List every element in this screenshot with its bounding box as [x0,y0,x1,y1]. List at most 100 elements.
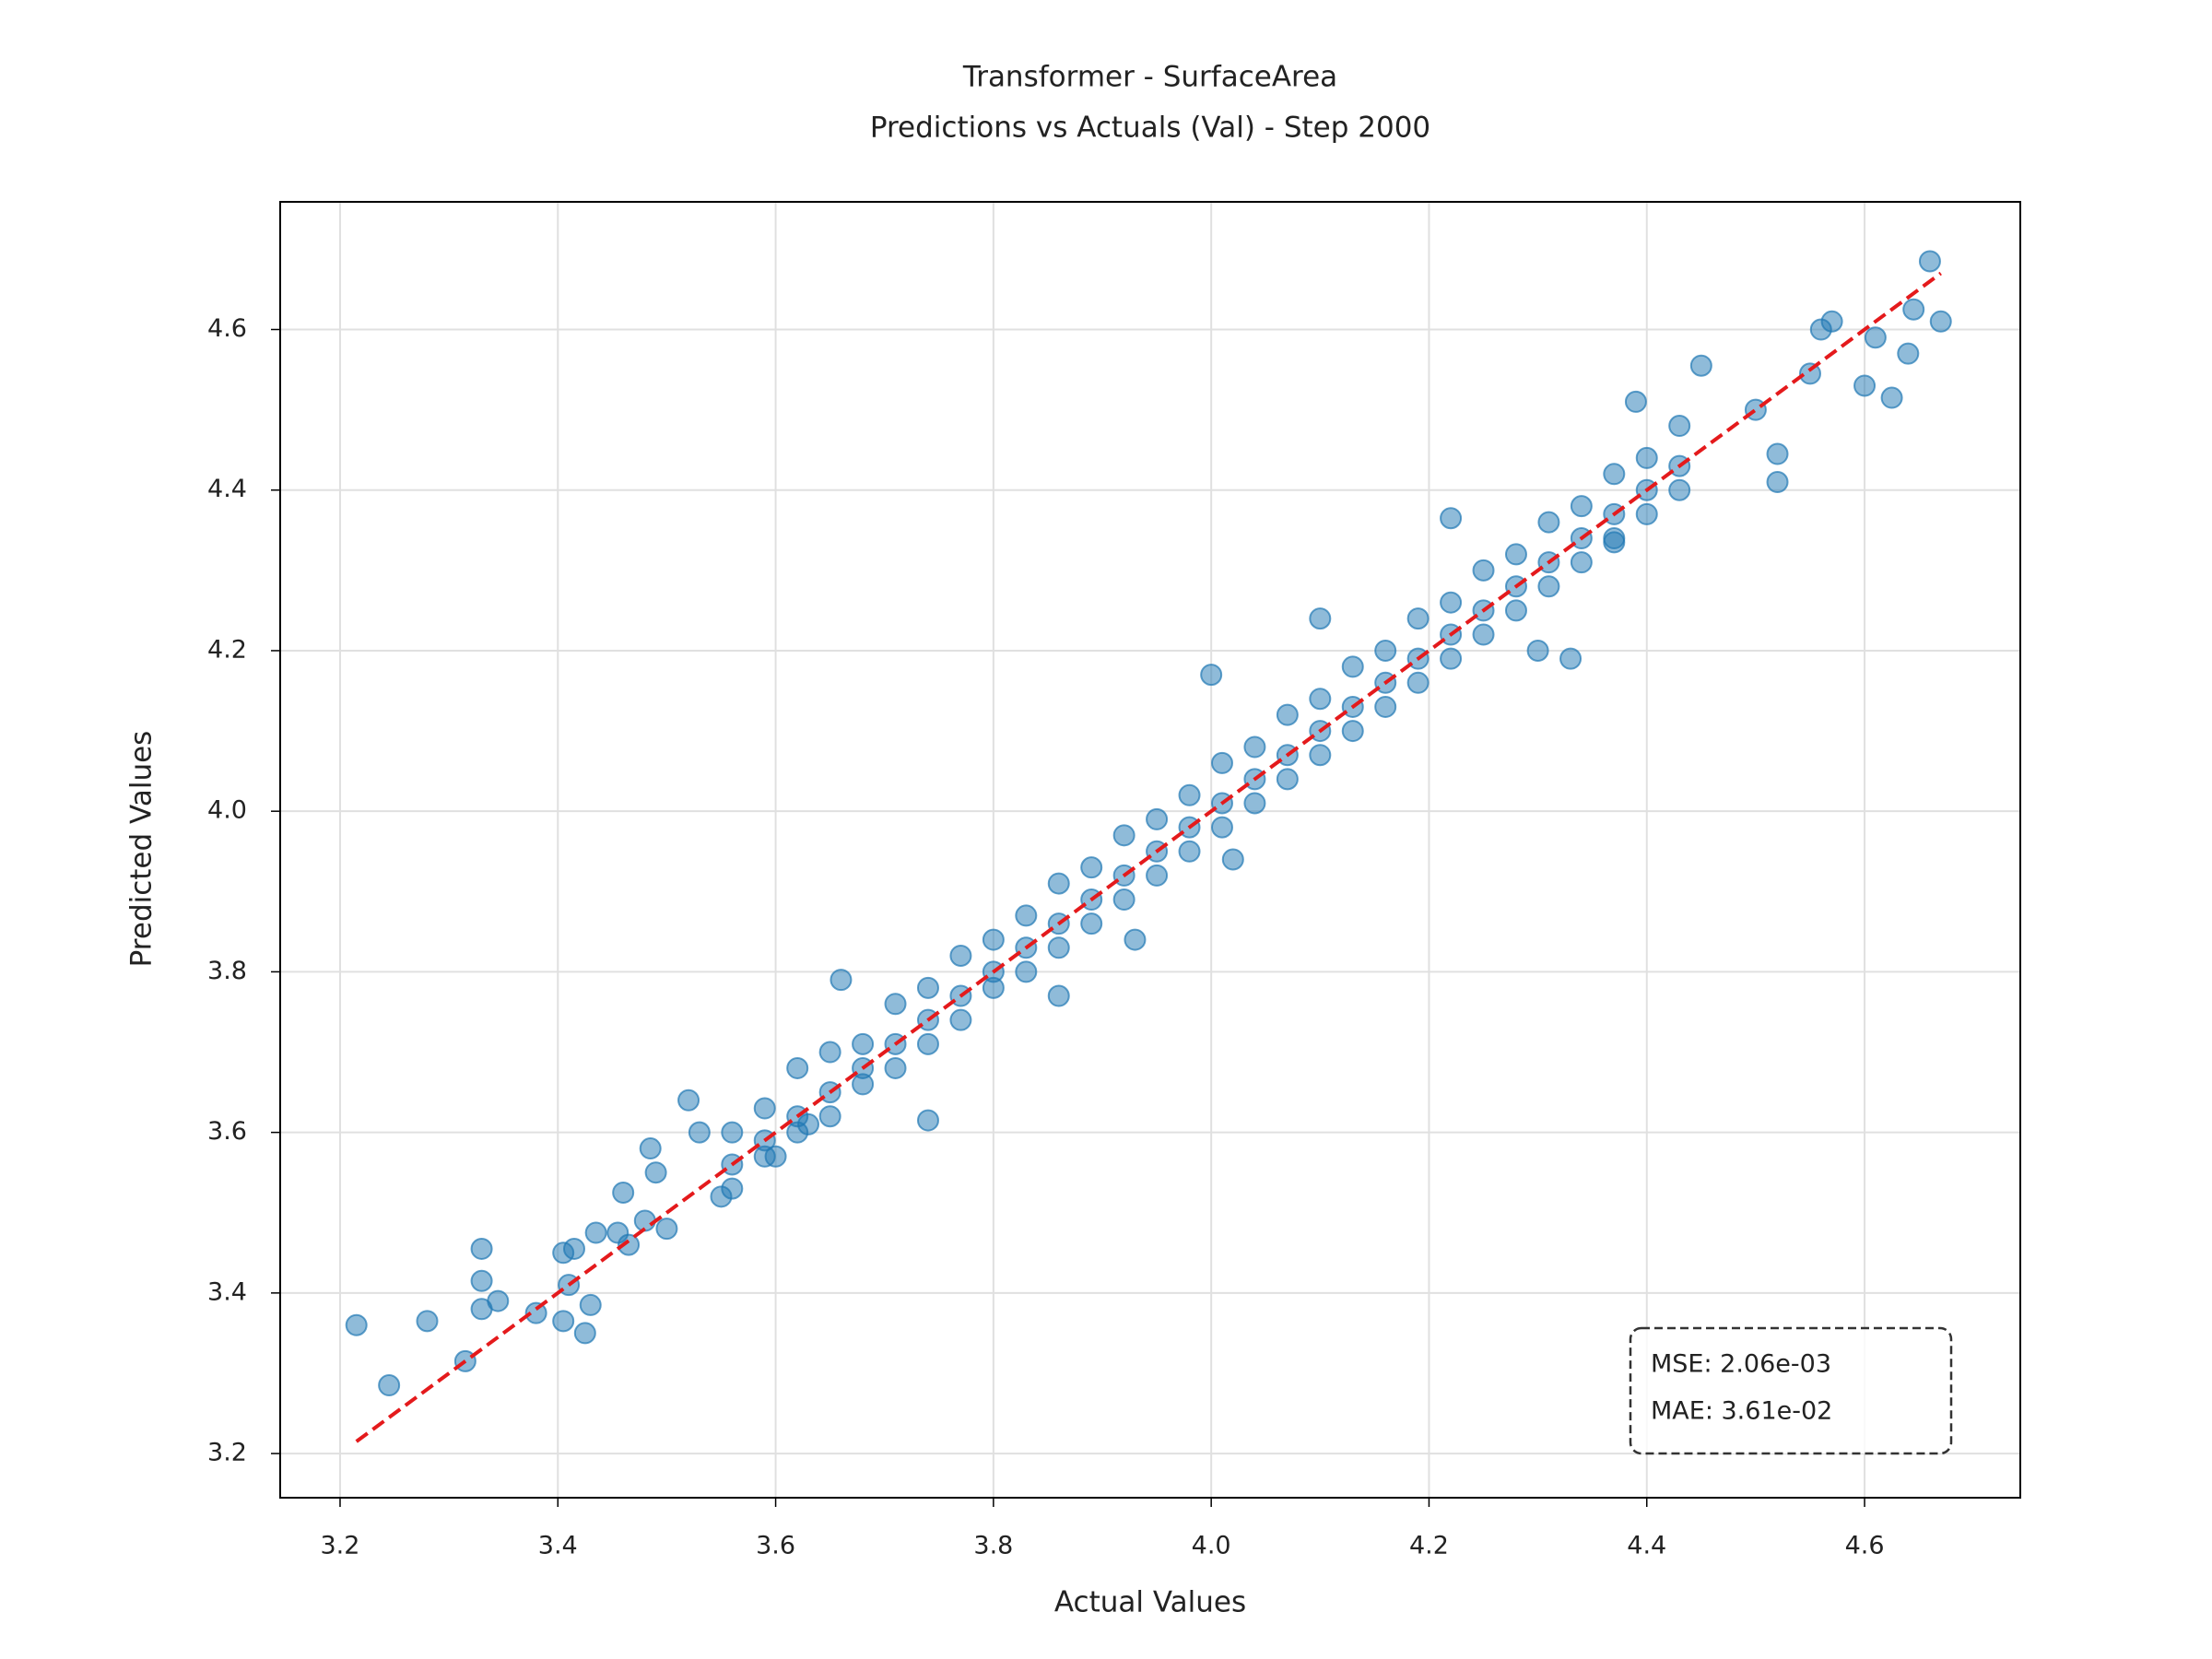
scatter-point [852,1032,875,1055]
scatter-point [884,1056,907,1079]
metrics-box [1629,1326,1953,1455]
scatter-point [818,1041,841,1064]
scatter-point [1853,374,1877,397]
scatter-point [1864,326,1887,349]
scatter-point [1624,390,1647,413]
chart-subtitle: Predictions vs Actuals (Val) - Step 2000 [870,112,1430,145]
scatter-point [1276,703,1299,726]
scatter-point [916,1109,939,1132]
scatter-point [1015,960,1038,983]
scatter-point [1766,442,1789,465]
scatter-point [721,1121,744,1144]
y-tick-label: 3.8 [207,957,247,985]
scatter-point [830,969,853,992]
scatter-point [655,1218,678,1241]
x-axis-label: Actual Values [1054,1586,1246,1619]
scatter-point [1570,495,1593,518]
y-axis-label: Predicted Values [125,731,159,968]
scatter-point [1146,864,1169,887]
scatter-point [1537,511,1560,534]
scatter-point [1603,527,1626,550]
scatter-point [753,1145,776,1168]
scatter-point [1504,599,1527,622]
y-tick-label: 3.6 [207,1117,247,1146]
scatter-point [345,1313,368,1336]
scatter-point [753,1097,776,1120]
x-tick-label: 4.6 [1845,1532,1885,1560]
scatter-point [584,1221,607,1244]
scatter-point [552,1310,575,1333]
scatter-point [1309,744,1332,767]
scatter-point [1243,735,1266,759]
metric-text: MAE: 3.61e-02 [1651,1397,1832,1426]
scatter-point [1798,362,1821,385]
scatter-point [612,1181,635,1204]
scatter-point [852,1073,875,1096]
scatter-point [1406,607,1430,630]
x-tick-label: 4.4 [1627,1532,1666,1560]
scatter-point [949,1008,972,1031]
scatter-point [1243,792,1266,815]
scatter-point [487,1289,510,1312]
y-tick-label: 4.4 [207,475,247,503]
scatter-point [1047,984,1070,1007]
scatter-point [1668,415,1691,438]
scatter-point [1472,623,1495,646]
scatter-point [1440,647,1463,670]
scatter-point [916,976,939,999]
scatter-point [1124,928,1147,951]
scatter-point [1668,478,1691,501]
scatter-point [1918,250,1941,273]
scatter-point [416,1310,439,1333]
scatter-point [721,1177,744,1200]
scatter-point [1080,856,1103,879]
reference-line [355,271,1942,1443]
scatter-point [470,1237,493,1260]
scatter-point [1635,446,1658,469]
scatter-point [470,1269,493,1292]
scatter-point [618,1233,641,1256]
scatter-point [1537,575,1560,598]
y-tick-label: 3.2 [207,1439,247,1467]
scatter-point [677,1088,700,1112]
axes-frame [279,201,2021,1499]
x-tick-label: 3.4 [538,1532,578,1560]
scatter-point [1374,695,1397,718]
scatter-point [1635,502,1658,525]
scatter-point [1112,824,1135,847]
scatter-point [524,1301,547,1324]
scatter-point [378,1374,401,1397]
scatter-point [982,976,1005,999]
scatter-point [1178,840,1201,863]
y-tick-label: 4.6 [207,314,247,343]
y-tick-label: 4.0 [207,796,247,825]
scatter-point [1341,720,1364,743]
scatter-point [644,1161,667,1184]
scatter-point [1570,551,1593,574]
metric-text: MSE: 2.06e-03 [1651,1350,1831,1379]
scatter-point [1047,872,1070,895]
scatter-point [818,1105,841,1128]
chart-title: Transformer - SurfaceArea [962,61,1337,94]
scatter-point [786,1121,809,1144]
scatter-point [688,1121,711,1144]
x-tick-label: 4.0 [1192,1532,1231,1560]
x-tick-label: 3.8 [973,1532,1013,1560]
scatter-point [1766,471,1789,494]
y-tick-label: 3.4 [207,1277,247,1306]
scatter-point [633,1209,656,1232]
scatter-point [1440,591,1463,614]
scatter-point [1374,639,1397,662]
scatter-point [1559,647,1583,670]
scatter-point [1689,354,1712,377]
scatter-point [579,1293,602,1316]
scatter-point [949,944,972,967]
scatter-point [1200,664,1223,687]
scatter-point [1309,607,1332,630]
scatter-point [1112,888,1135,912]
scatter-point [1080,912,1103,935]
scatter-point [1504,543,1527,566]
scatter-point [573,1322,596,1345]
x-tick-label: 3.6 [756,1532,795,1560]
